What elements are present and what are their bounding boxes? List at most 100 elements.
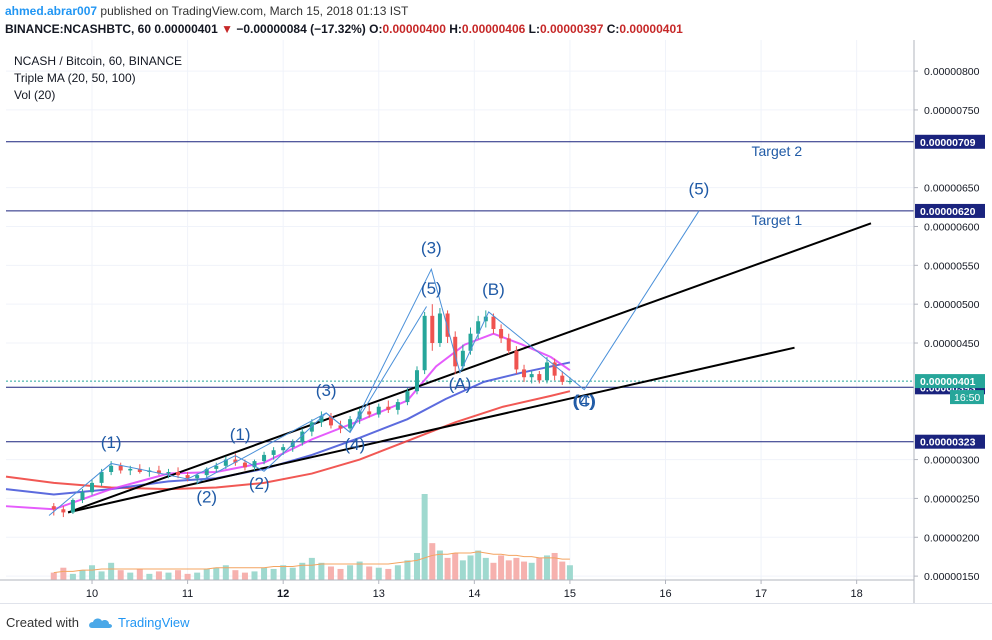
- candle-body: [109, 465, 114, 472]
- volume-bar: [50, 572, 57, 580]
- author-link[interactable]: ahmed.abrar007: [5, 4, 98, 18]
- volume-bar: [375, 567, 382, 580]
- target-annotation: Target 1: [752, 212, 803, 228]
- volume-bar: [98, 571, 105, 580]
- price-chart[interactable]: Target 2 Target 1 (1) (2) (1) (2) (3) (4) (3) (5…: [0, 40, 992, 603]
- publish-text: published on TradingView.com, March 15, …: [100, 4, 409, 18]
- candle-body: [544, 362, 549, 381]
- candle-body: [506, 338, 511, 351]
- volume-bar: [513, 557, 520, 580]
- candle-body: [422, 315, 427, 371]
- trend-lines[interactable]: [67, 222, 872, 514]
- volume-bar: [184, 573, 191, 580]
- tradingview-brand-link[interactable]: TradingView: [118, 615, 190, 630]
- volume-bar: [521, 561, 528, 580]
- candle-body: [560, 375, 565, 382]
- price-axis[interactable]: 0.00000800 0.00000750 0.00000650 0.00000600…: [913, 40, 992, 603]
- price-tick-label: 0.00000300: [924, 455, 980, 467]
- candle-body: [252, 461, 257, 468]
- volume-bar: [261, 567, 268, 580]
- volume-bar: [108, 562, 115, 580]
- open-label: O:: [369, 22, 383, 36]
- volume-bar: [136, 568, 143, 580]
- volume-bar: [490, 562, 497, 580]
- price-level-marker-label: 0.00000709: [920, 137, 976, 149]
- target-annotation: Target 2: [752, 143, 803, 159]
- candle-body: [468, 333, 473, 351]
- volume-bar: [308, 557, 315, 580]
- candle-body: [90, 482, 95, 493]
- wave-label: (C): [572, 392, 596, 411]
- wave-lines[interactable]: [48, 210, 700, 516]
- price-tick-label: 0.00000500: [924, 299, 980, 311]
- wave-label: (4): [574, 392, 595, 411]
- time-tick-label: 14: [468, 588, 480, 600]
- volume-bar: [543, 555, 550, 580]
- price-change: −0.00000084 (−17.32%): [236, 22, 366, 36]
- time-tick-label: 11: [182, 588, 193, 600]
- volume-bar: [117, 570, 124, 580]
- volume-bar: [222, 565, 229, 580]
- candle-body: [262, 454, 267, 462]
- trend-line[interactable]: [67, 222, 872, 514]
- candle-body: [195, 475, 200, 479]
- candle-body: [453, 336, 458, 367]
- wave-label: (5): [689, 180, 710, 199]
- candle-body: [414, 370, 419, 392]
- candle-body: [61, 509, 66, 513]
- wave-label: (5): [421, 279, 442, 298]
- bar-countdown-marker: [950, 390, 984, 405]
- candle-body: [386, 406, 391, 410]
- candle-body: [437, 313, 442, 344]
- volume-bar: [413, 552, 420, 580]
- candle-body: [70, 499, 75, 513]
- candle-body: [204, 468, 209, 476]
- candle-body: [223, 459, 228, 466]
- price-level-marker: [915, 134, 985, 149]
- price-level-marker-label: 0.00000323: [920, 437, 976, 449]
- legend-symbol: NCASH / Bitcoin, 60, BINANCE: [14, 54, 182, 68]
- price-tick-label: 0.00000600: [924, 221, 980, 233]
- footer: Created with TradingView: [0, 603, 992, 640]
- candle-body: [319, 416, 324, 423]
- price-tick-label: 0.00000200: [924, 532, 980, 544]
- volume-bar: [241, 572, 248, 580]
- volume-bar: [551, 552, 558, 580]
- volume-bar: [429, 543, 436, 580]
- volume-bar: [213, 567, 220, 580]
- candle-body: [166, 472, 171, 474]
- symbol-interval: BINANCE:NCASHBTC, 60: [5, 22, 152, 36]
- low-value: 0.00000397: [539, 22, 604, 36]
- time-tick-label: 17: [755, 588, 767, 600]
- candle-body: [348, 419, 353, 429]
- wave-label: (A): [449, 375, 472, 394]
- volume-bar: [536, 557, 543, 580]
- volume-bar: [327, 566, 334, 580]
- last-price-marker-label: 0.00000401: [920, 376, 976, 388]
- wave-label: (1): [230, 425, 251, 444]
- low-label: L:: [528, 22, 540, 36]
- time-axis[interactable]: 10 11 12 13 14 15 16 17 18: [0, 579, 914, 600]
- candle-body: [460, 350, 465, 367]
- candle-body: [328, 416, 333, 426]
- candle-body: [128, 468, 133, 471]
- volume-bar: [89, 565, 96, 580]
- candle-body: [338, 425, 343, 429]
- volume-bar: [559, 561, 566, 580]
- candle-body: [552, 362, 557, 376]
- legend-volume: Vol (20): [14, 88, 55, 102]
- wave-line-inner[interactable]: [196, 306, 427, 484]
- down-arrow-icon: ▼: [221, 22, 233, 36]
- volume-bar: [251, 571, 258, 580]
- trend-line[interactable]: [67, 346, 795, 514]
- last-price: 0.00000401: [154, 22, 218, 36]
- price-tick-label: 0.00000650: [924, 183, 980, 195]
- volume-bar: [155, 571, 162, 580]
- wave-label: (2): [196, 487, 217, 506]
- volume-bar: [337, 568, 344, 580]
- volume-bar: [69, 573, 76, 580]
- candle-body: [367, 411, 372, 415]
- volume-bar: [505, 560, 512, 580]
- price-tick-label: 0.00000750: [924, 105, 980, 117]
- price-tick-label: 0.00000450: [924, 338, 980, 350]
